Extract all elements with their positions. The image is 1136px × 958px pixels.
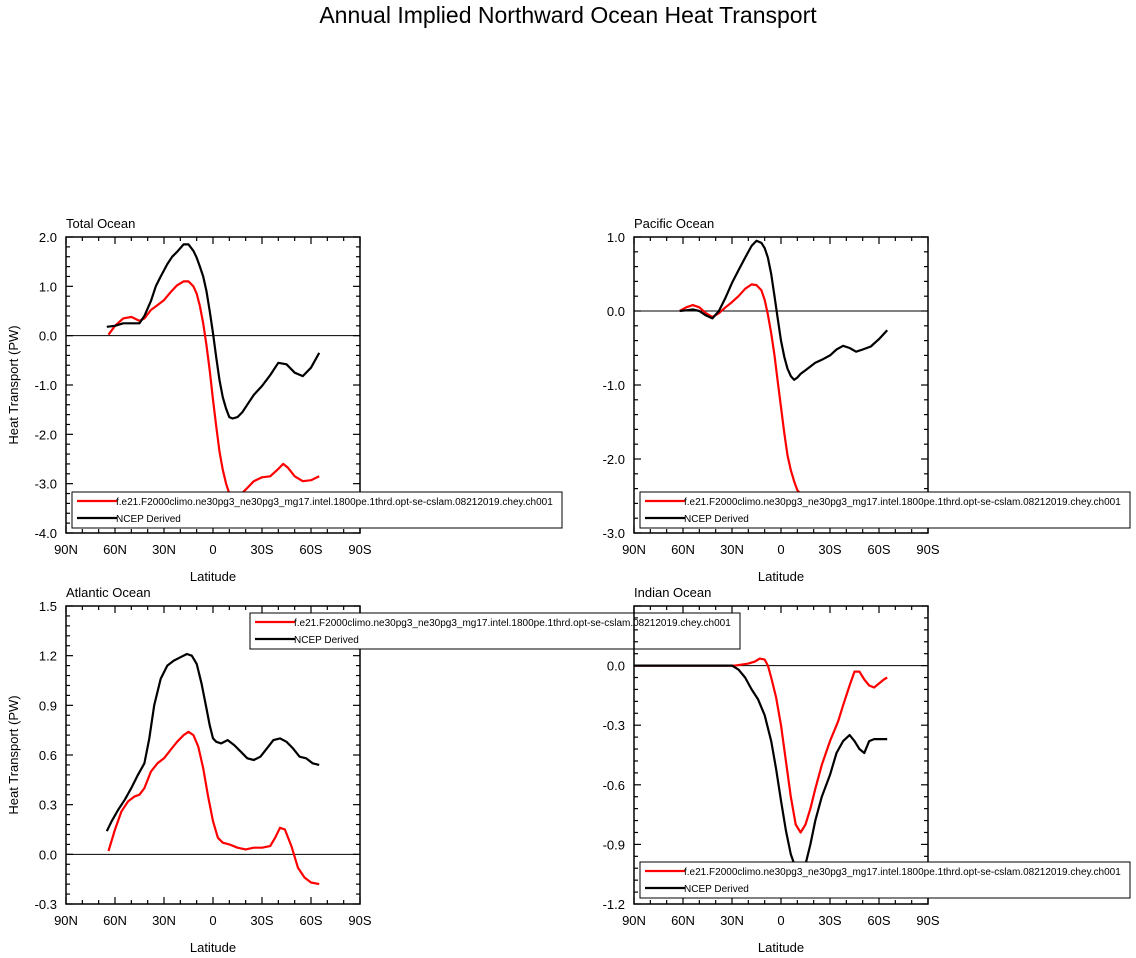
y-tick-label: -1.0 (35, 378, 57, 393)
x-tick-label: 90S (348, 542, 371, 557)
y-tick-label: 0.0 (39, 847, 57, 862)
legend-label: f.e21.F2000climo.ne30pg3_ne30pg3_mg17.in… (684, 497, 1121, 508)
legend-box (639, 491, 1131, 529)
panel-atlantic-ocean: Atlantic Ocean 90N 60N 30N 0 30S 60S 90S -0.3 0.0… (6, 585, 741, 955)
y-tick-label: -0.6 (603, 778, 625, 793)
legend-box (249, 612, 741, 650)
series-model-line (634, 657, 888, 834)
y-tick-label: 0.6 (39, 748, 57, 763)
y-tick-label: 0.3 (39, 798, 57, 813)
y-tick-label: -3.0 (603, 526, 625, 541)
legend-label: f.e21.F2000climo.ne30pg3_ne30pg3_mg17.in… (116, 497, 553, 508)
y-tick-label: 0.9 (39, 698, 57, 713)
series-ncep-line (634, 664, 888, 874)
y-tick-label: -0.9 (603, 837, 625, 852)
x-tick-label: 30N (152, 542, 176, 557)
x-tick-label: 30N (152, 913, 176, 928)
y-tick-label: 1.0 (39, 279, 57, 294)
x-tick-label: 90N (54, 913, 78, 928)
y-tick-label: 2.0 (39, 230, 57, 245)
y-axis-label: Heat Transport (PW) (6, 325, 21, 444)
subplot-title: Indian Ocean (634, 585, 711, 600)
x-tick-label: 90N (54, 542, 78, 557)
x-tick-label: 0 (777, 913, 784, 928)
legend-label: NCEP Derived (684, 514, 749, 525)
x-tick-label: 60S (867, 542, 890, 557)
x-tick-label: 0 (209, 542, 216, 557)
y-axis-label: Heat Transport (PW) (6, 695, 21, 814)
page-title: Annual Implied Northward Ocean Heat Tran… (319, 2, 817, 28)
x-tick-label: 60N (671, 542, 695, 557)
x-axis-label: Latitude (758, 569, 804, 584)
legend: f.e21.F2000climo.ne30pg3_ne30pg3_mg17.in… (639, 491, 1131, 529)
y-tick-label: -4.0 (35, 526, 57, 541)
panel-pacific-ocean: Pacific Ocean 90N 60N 30N 0 30S 60S 90S -3.0 -2.0… (603, 216, 1131, 584)
x-tick-label: 60S (867, 913, 890, 928)
legend: f.e21.F2000climo.ne30pg3_ne30pg3_mg17.in… (71, 491, 563, 529)
y-tick-label: 1.2 (39, 649, 57, 664)
y-tick-label: -3.0 (35, 477, 57, 492)
x-tick-label: 60N (103, 913, 127, 928)
x-tick-label: 30N (720, 542, 744, 557)
series-model-line (107, 730, 320, 886)
x-tick-label: 30S (250, 913, 273, 928)
series-model-line (679, 283, 888, 518)
y-tick-label: 1.0 (607, 230, 625, 245)
legend: f.e21.F2000climo.ne30pg3_ne30pg3_mg17.in… (639, 861, 1131, 899)
y-tick-label: -0.3 (35, 897, 57, 912)
plot-frame (65, 605, 361, 905)
subplot-title: Atlantic Ocean (66, 585, 151, 600)
plot-frame (633, 236, 929, 534)
subplot-title: Total Ocean (66, 216, 135, 231)
x-tick-label: 60S (299, 542, 322, 557)
legend-label: NCEP Derived (684, 884, 749, 895)
x-tick-label: 30S (818, 913, 841, 928)
y-tick-label: -1.0 (603, 378, 625, 393)
x-tick-label: 90S (916, 542, 939, 557)
legend-box (639, 861, 1131, 899)
legend-box (71, 491, 563, 529)
x-tick-label: 60N (103, 542, 127, 557)
x-tick-label: 90S (348, 913, 371, 928)
y-tick-label: -1.2 (603, 897, 625, 912)
y-tick-label: 0.0 (607, 304, 625, 319)
x-tick-label: 90N (622, 542, 646, 557)
y-tick-label: -0.3 (603, 718, 625, 733)
subplot-title: Pacific Ocean (634, 216, 714, 231)
panel-total-ocean: Total Ocean 90N 60N 30N 0 30S 60S 90S -4.0 -3.0 -2… (6, 216, 563, 584)
legend-label: f.e21.F2000climo.ne30pg3_ne30pg3_mg17.in… (294, 618, 731, 629)
plot-frame (633, 605, 929, 905)
y-tick-label: -2.0 (603, 452, 625, 467)
x-tick-label: 60S (299, 913, 322, 928)
series-ncep-line (105, 652, 320, 832)
x-tick-label: 90N (622, 913, 646, 928)
x-tick-label: 0 (209, 913, 216, 928)
y-tick-label: 1.5 (39, 599, 57, 614)
legend: f.e21.F2000climo.ne30pg3_ne30pg3_mg17.in… (249, 612, 741, 650)
y-tick-label: 0.0 (39, 329, 57, 344)
legend-label: f.e21.F2000climo.ne30pg3_ne30pg3_mg17.in… (684, 867, 1121, 878)
x-tick-label: 30S (250, 542, 273, 557)
x-axis-label: Latitude (758, 940, 804, 955)
series-ncep-line (679, 239, 889, 381)
x-tick-label: 60N (671, 913, 695, 928)
x-tick-label: 90S (916, 913, 939, 928)
panel-indian-ocean: Indian Ocean 90N 60N 30N 0 30S 60S 90S -1.2 -0.9 -… (603, 585, 1131, 955)
series-ncep-line (106, 243, 321, 420)
legend-label: NCEP Derived (116, 514, 181, 525)
y-tick-label: 0.0 (607, 659, 625, 674)
series-model-line (107, 280, 320, 500)
x-axis-label: Latitude (190, 940, 236, 955)
legend-label: NCEP Derived (294, 635, 359, 646)
x-tick-label: 0 (777, 542, 784, 557)
plot-frame (65, 236, 361, 534)
x-tick-label: 30N (720, 913, 744, 928)
x-axis-label: Latitude (190, 569, 236, 584)
y-tick-label: -2.0 (35, 427, 57, 442)
x-tick-label: 30S (818, 542, 841, 557)
